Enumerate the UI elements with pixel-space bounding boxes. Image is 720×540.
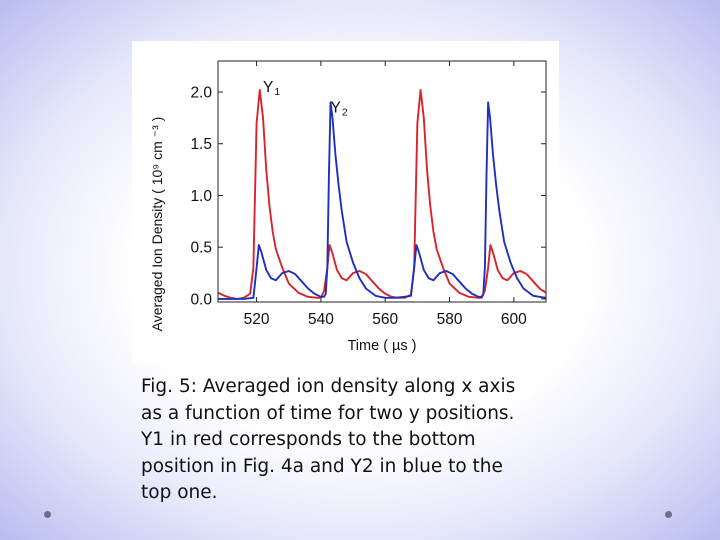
x-tick-label: 540 [308,311,334,328]
plot-frame [217,60,547,303]
series-label-y2: Y2 [331,100,348,119]
y-axis-title-group: Averaged Ion Density ( 10⁹ cm ⁻³ ) [149,117,165,332]
series-line-y2 [218,101,546,300]
y-tick-label: 0.0 [190,291,212,308]
y-tick-label: 2.0 [190,85,212,102]
bullet-dot-icon [665,511,672,518]
x-tick-label: 580 [437,311,463,328]
y-axis-title: Averaged Ion Density ( 10⁹ cm ⁻³ ) [149,117,165,332]
figure-panel: Averaged Ion Density ( 10⁹ cm ⁻³ ) Time … [132,41,559,363]
series-line-y1 [218,89,546,300]
y-tick-label: 1.0 [190,188,212,205]
x-tick-label: 560 [372,311,398,328]
x-tick-label: 600 [501,311,527,328]
y-tick-label: 0.5 [190,240,212,257]
axis-ticks: 520 540 560 580 600 0.0 0.5 1.0 1.5 2.0 [190,61,546,328]
ion-density-chart: Averaged Ion Density ( 10⁹ cm ⁻³ ) Time … [149,60,547,354]
figure-caption: Fig. 5: Averaged ion density along x axi… [141,376,516,503]
series-label-y1: Y1 [263,79,280,98]
y-tick-label: 1.5 [190,136,212,153]
x-tick-label: 520 [244,311,270,328]
x-axis-title: Time ( µs ) [347,338,416,354]
bullet-dot-icon [44,511,51,518]
series-layer: Y1 Y2 [218,79,546,300]
